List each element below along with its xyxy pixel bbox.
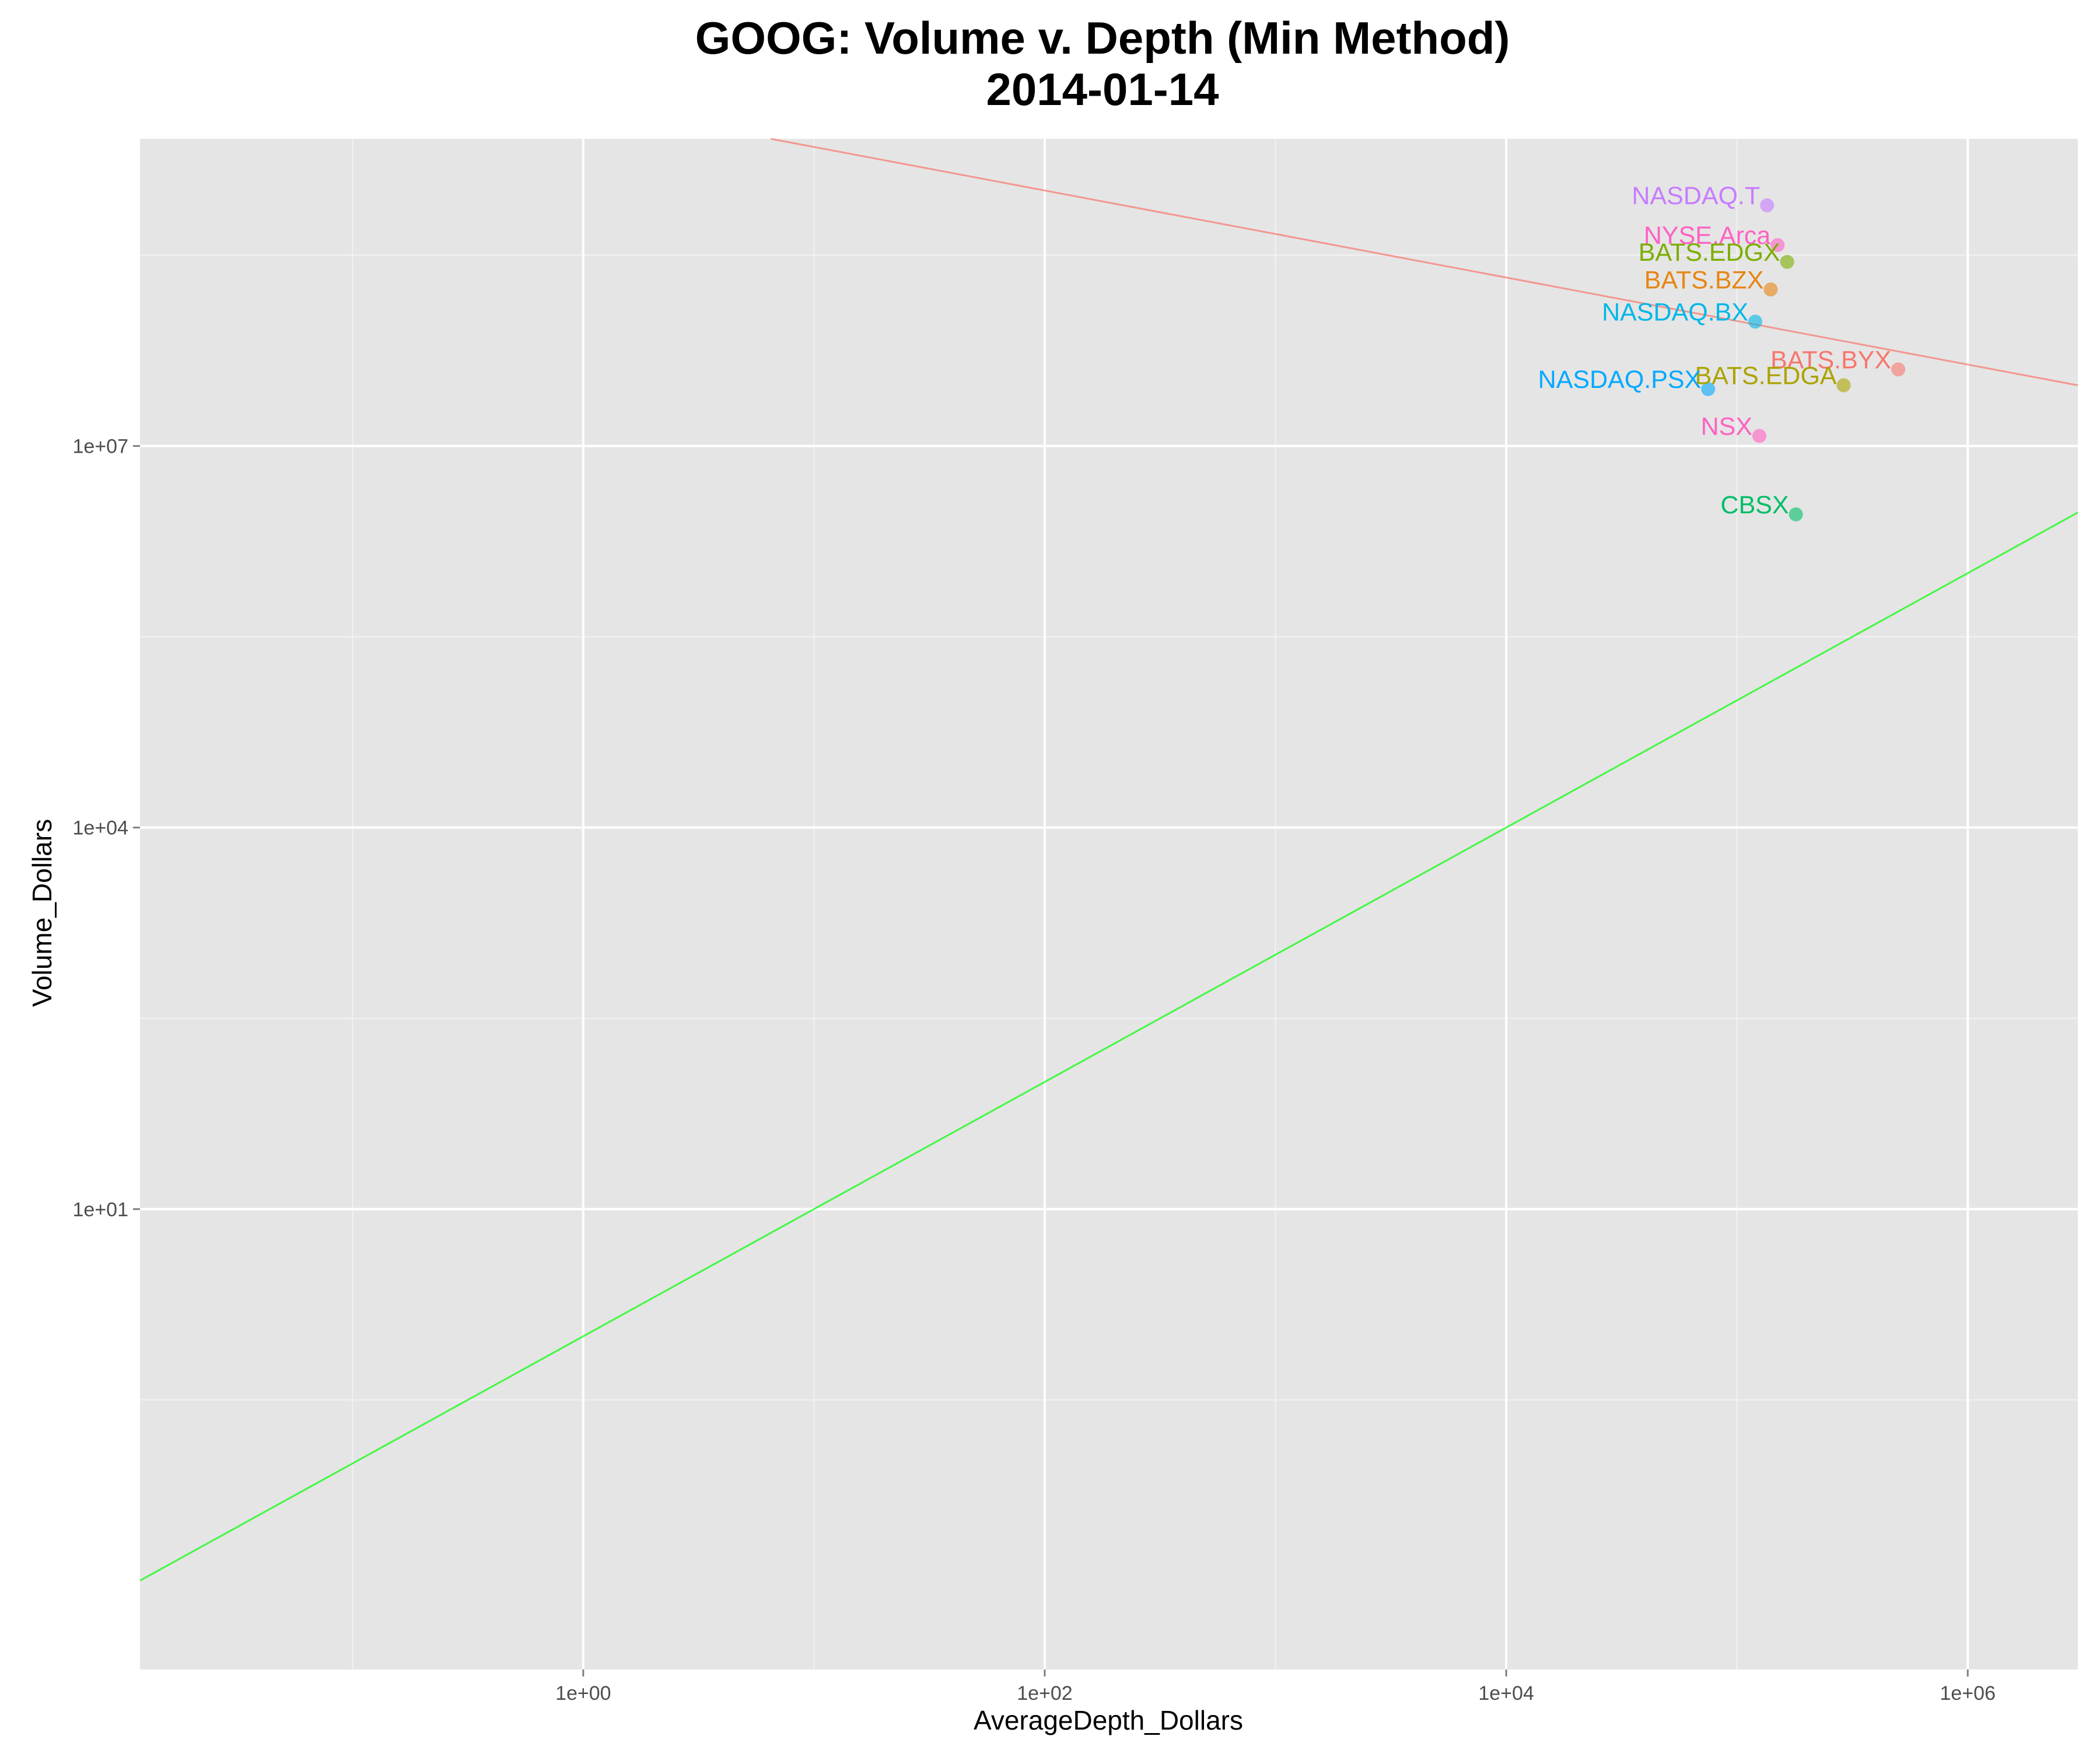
chart-title: GOOG: Volume v. Depth (Min Method) [695, 12, 1510, 64]
point-label: NASDAQ.PSX [1538, 366, 1702, 394]
minor-gridlines [140, 139, 2078, 1670]
data-point [1752, 429, 1767, 443]
x-tick-label: 1e+00 [555, 1682, 611, 1704]
x-tick-label: 1e+06 [1940, 1682, 1996, 1704]
point-label: BATS.BZX [1644, 266, 1764, 294]
reference-lines [139, 138, 2078, 1581]
data-point [1836, 378, 1851, 393]
point-label: CBSX [1721, 491, 1789, 519]
point-label: NYSE.Arca [1644, 222, 1771, 250]
point-label: BATS.BYX [1770, 346, 1891, 374]
data-point [1770, 238, 1785, 253]
y-axis-ticks: 1e+01 1e+04 1e+07 [73, 436, 140, 1221]
data-point [1891, 362, 1906, 377]
x-tick-label: 1e+02 [1017, 1682, 1073, 1704]
data-point [1763, 282, 1778, 297]
point-label: NSX [1701, 412, 1752, 440]
chart-subtitle: 2014-01-14 [986, 64, 1219, 115]
reference-line [771, 138, 2078, 386]
plot-panel [140, 139, 2078, 1670]
y-tick-label: 1e+01 [73, 1199, 129, 1221]
data-point [1780, 255, 1794, 270]
point-label: NASDAQ.T [1632, 182, 1760, 210]
data-point [1748, 314, 1763, 329]
point-label: NASDAQ.BX [1602, 298, 1748, 326]
x-axis-title: AverageDepth_Dollars [974, 1705, 1243, 1735]
y-tick-label: 1e+04 [73, 817, 129, 839]
data-point [1788, 507, 1803, 522]
x-axis-ticks: 1e+00 1e+02 1e+04 1e+06 [555, 1670, 1996, 1704]
data-point [1760, 198, 1774, 213]
data-points [1701, 198, 1906, 522]
reference-line [139, 512, 2078, 1581]
x-tick-label: 1e+04 [1478, 1682, 1534, 1704]
point-label: BATS.EDGX [1639, 239, 1780, 267]
data-point [1701, 382, 1716, 397]
point-label: BATS.EDGA [1695, 362, 1837, 390]
y-tick-label: 1e+07 [73, 436, 129, 458]
major-gridlines [140, 139, 2078, 1670]
y-axis-title: Volume_Dollars [27, 819, 57, 1007]
